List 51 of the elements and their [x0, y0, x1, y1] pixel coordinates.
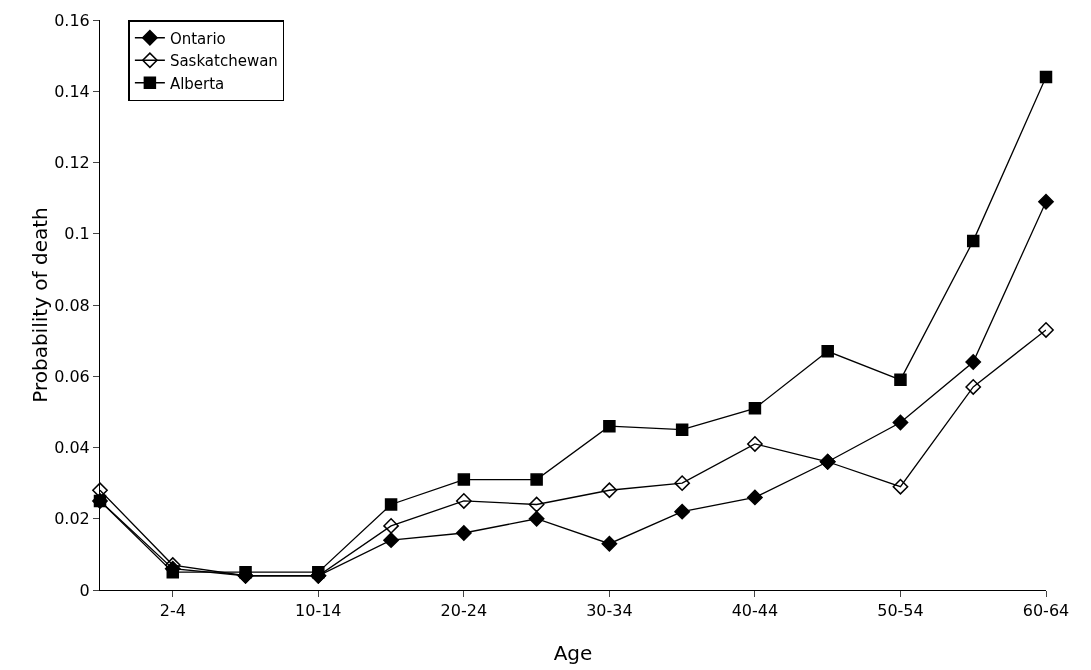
point	[528, 496, 545, 513]
x-tick-label: 20-24	[440, 601, 488, 621]
point	[747, 489, 763, 506]
point	[965, 354, 982, 370]
x-tick-label: 60-64	[1022, 601, 1070, 621]
point	[674, 503, 691, 520]
y-tick-label: 0.06	[54, 366, 90, 386]
point	[455, 493, 472, 509]
y-tick-label: 0.16	[54, 10, 90, 30]
point	[601, 482, 618, 499]
x-axis-title: Age	[553, 641, 593, 665]
point	[528, 510, 545, 527]
point	[384, 498, 398, 511]
point	[530, 473, 543, 486]
legend-label: Alberta	[169, 74, 225, 93]
y-tick-label: 0	[79, 580, 90, 600]
point	[894, 373, 907, 387]
point	[457, 473, 471, 486]
point	[892, 414, 909, 431]
point	[747, 436, 763, 452]
x-tick-label: 2-4	[159, 601, 186, 621]
point	[603, 419, 616, 433]
point	[675, 423, 689, 436]
point	[383, 517, 399, 534]
x-tick-label: 10-14	[295, 601, 342, 621]
y-axis-title: Probability of death	[28, 207, 53, 403]
point	[674, 475, 691, 492]
point	[966, 234, 980, 248]
point	[312, 565, 325, 579]
point	[965, 379, 982, 395]
point	[1039, 70, 1053, 84]
point	[1038, 193, 1054, 210]
x-tick-label: 30-34	[586, 601, 633, 621]
point	[383, 532, 399, 549]
y-tick-label: 0.04	[54, 438, 90, 458]
point	[748, 402, 762, 415]
y-tick-label: 0.02	[54, 509, 90, 529]
point	[821, 345, 834, 358]
y-tick-label: 0.12	[54, 153, 90, 173]
point	[892, 478, 909, 495]
x-tick-label: 40-44	[731, 601, 779, 621]
point	[239, 565, 252, 579]
y-tick-label: 0.08	[54, 295, 90, 315]
point	[601, 535, 618, 552]
x-tick-label: 50-54	[877, 601, 924, 621]
point	[455, 525, 472, 541]
legend-label: Saskatchewan	[169, 52, 278, 71]
y-tick-label: 0.1	[64, 224, 90, 244]
point	[1038, 322, 1054, 338]
y-tick-label: 0.14	[54, 81, 90, 101]
legend-label: Ontario	[169, 29, 226, 48]
